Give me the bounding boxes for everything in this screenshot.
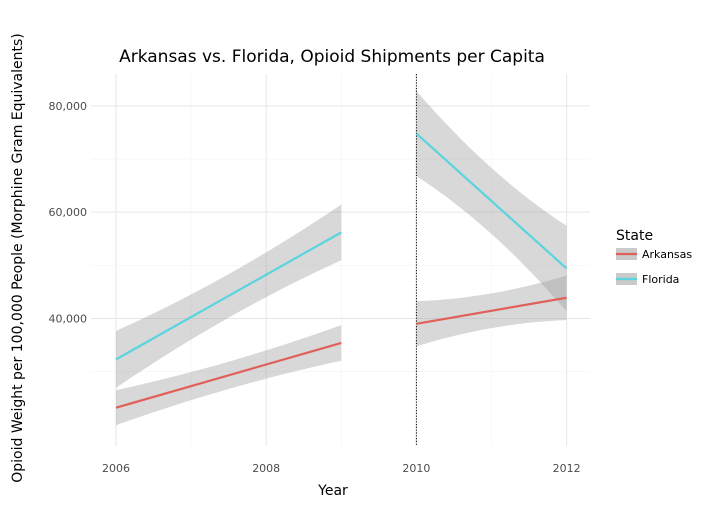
y-axis-title: Opioid Weight per 100,000 People (Morphi… [10, 33, 26, 483]
x-tick-label: 2008 [252, 462, 280, 475]
y-tick-label: 40,000 [49, 312, 88, 325]
legend: State Arkansas Florida [616, 228, 692, 286]
series-lines [115, 132, 568, 409]
series-line-florida [115, 231, 342, 361]
legend-label-arkansas: Arkansas [642, 248, 692, 261]
y-tick-label: 80,000 [49, 100, 88, 113]
x-axis-title: Year [317, 483, 348, 499]
y-tick-label: 60,000 [49, 206, 88, 219]
chart-title: Arkansas vs. Florida, Opioid Shipments p… [119, 47, 545, 67]
legend-title: State [616, 228, 653, 244]
series-line-arkansas [115, 341, 342, 409]
x-tick-label: 2012 [553, 462, 581, 475]
series-line-florida [415, 132, 568, 270]
tick-labels: 2006 2008 2010 2012 40,000 60,000 80,000 [49, 100, 581, 475]
legend-label-florida: Florida [642, 273, 679, 286]
x-tick-label: 2010 [402, 462, 430, 475]
series-line-arkansas [416, 296, 567, 325]
x-tick-label: 2006 [102, 462, 130, 475]
